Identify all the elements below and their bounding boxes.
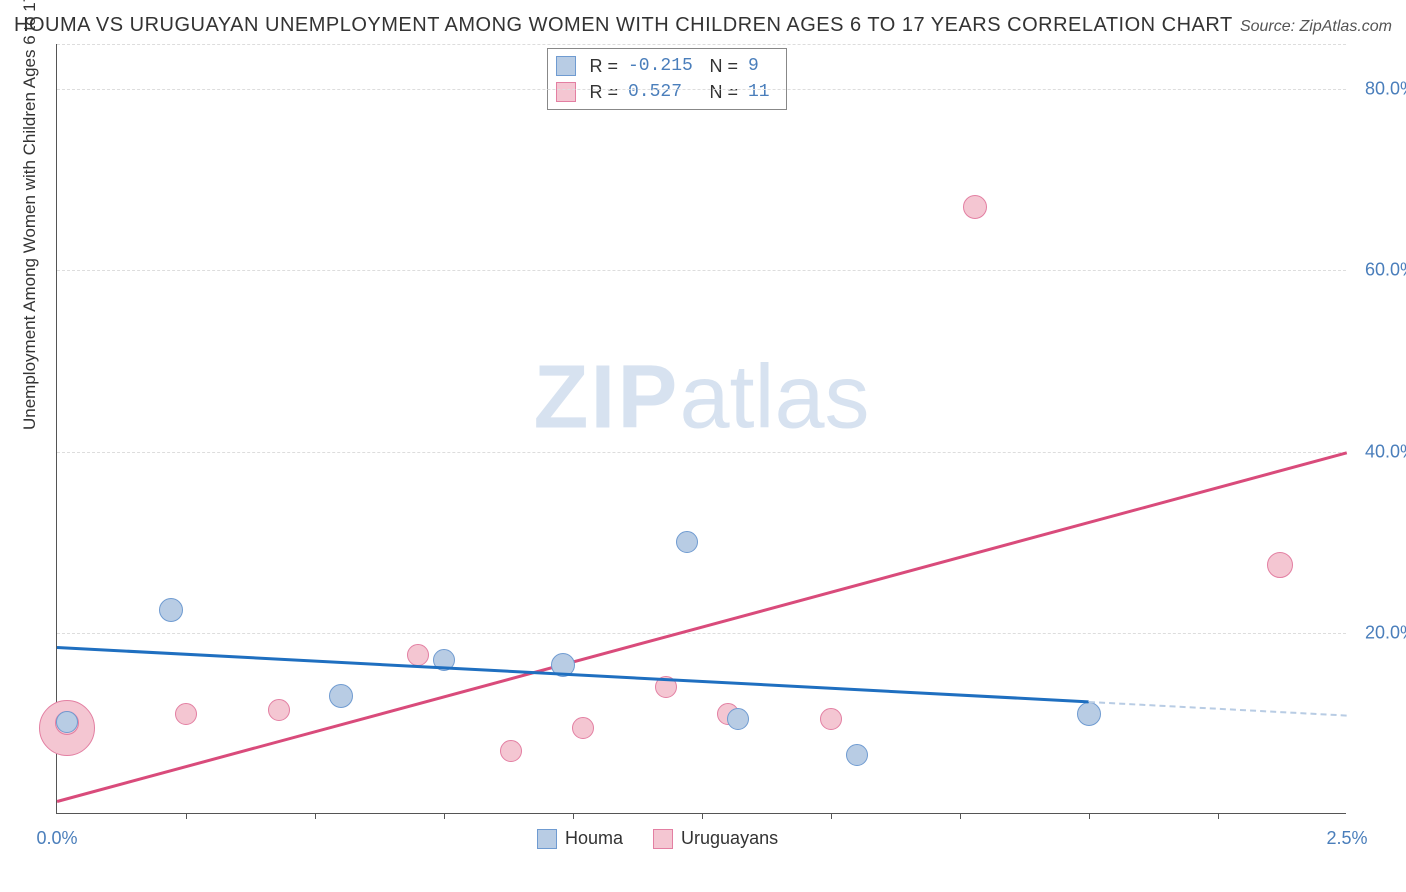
x-tick-mark bbox=[960, 813, 961, 819]
x-tick-mark bbox=[444, 813, 445, 819]
x-tick-mark bbox=[186, 813, 187, 819]
uruguayans-trend-line bbox=[57, 452, 1348, 803]
houma-point bbox=[846, 744, 868, 766]
houma-point bbox=[329, 684, 353, 708]
x-tick-mark bbox=[831, 813, 832, 819]
y-tick-label: 40.0% bbox=[1356, 441, 1406, 462]
houma-trend-line bbox=[57, 646, 1089, 703]
uruguayans-point bbox=[500, 740, 522, 762]
x-tick-label: 2.5% bbox=[1326, 828, 1367, 849]
houma-point bbox=[1077, 702, 1101, 726]
houma-point bbox=[676, 531, 698, 553]
houma-n-value: 9 bbox=[748, 56, 778, 76]
x-tick-label: 0.0% bbox=[36, 828, 77, 849]
uruguayans-point bbox=[268, 699, 290, 721]
grid-line bbox=[57, 89, 1346, 90]
watermark: ZIPatlas bbox=[533, 346, 869, 449]
houma-trend-extension bbox=[1089, 701, 1347, 717]
x-tick-mark bbox=[1089, 813, 1090, 819]
uruguayans-point bbox=[1267, 552, 1293, 578]
uruguayans-point bbox=[407, 644, 429, 666]
houma-r-value: -0.215 bbox=[628, 56, 698, 76]
source-label: Source: ZipAtlas.com bbox=[1240, 18, 1392, 36]
houma-legend-label: Houma bbox=[565, 828, 623, 849]
houma-point bbox=[159, 598, 183, 622]
y-tick-label: 80.0% bbox=[1356, 79, 1406, 100]
series-legend: Houma Uruguayans bbox=[537, 828, 778, 849]
uruguayans-point bbox=[572, 717, 594, 739]
houma-point bbox=[727, 708, 749, 730]
y-tick-label: 60.0% bbox=[1356, 260, 1406, 281]
uruguayans-legend-swatch bbox=[653, 829, 673, 849]
uruguayans-r-value: 0.527 bbox=[628, 82, 698, 102]
grid-line bbox=[57, 633, 1346, 634]
x-tick-mark bbox=[702, 813, 703, 819]
x-tick-mark bbox=[1218, 813, 1219, 819]
uruguayans-legend-label: Uruguayans bbox=[681, 828, 778, 849]
uruguayans-point bbox=[963, 195, 987, 219]
y-tick-label: 20.0% bbox=[1356, 622, 1406, 643]
x-tick-mark bbox=[315, 813, 316, 819]
y-axis-label: Unemployment Among Women with Children A… bbox=[20, 0, 40, 430]
grid-line bbox=[57, 270, 1346, 271]
plot-area: ZIPatlas R = -0.215 N = 9 R = 0.527 N = … bbox=[56, 44, 1346, 814]
x-tick-mark bbox=[573, 813, 574, 819]
chart-title: HOUMA VS URUGUAYAN UNEMPLOYMENT AMONG WO… bbox=[14, 14, 1233, 37]
houma-legend-swatch bbox=[537, 829, 557, 849]
correlation-legend: R = -0.215 N = 9 R = 0.527 N = 11 bbox=[547, 48, 787, 110]
uruguayans-point bbox=[820, 708, 842, 730]
grid-line bbox=[57, 452, 1346, 453]
uruguayans-n-value: 11 bbox=[748, 82, 778, 102]
uruguayans-swatch bbox=[556, 82, 576, 102]
houma-swatch bbox=[556, 56, 576, 76]
grid-line bbox=[57, 44, 1346, 45]
uruguayans-point bbox=[175, 703, 197, 725]
houma-point bbox=[56, 711, 78, 733]
